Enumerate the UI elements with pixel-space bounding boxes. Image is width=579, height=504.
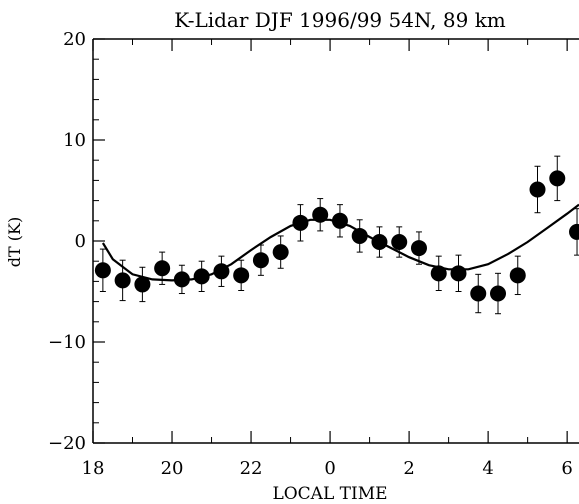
x-tick-label: 4	[482, 458, 493, 479]
y-tick-label: −10	[48, 332, 86, 353]
tick-labels-group: 18 20 22 0 2 4 6 −20 −10 0 10 20	[48, 29, 573, 479]
x-tick-label: 0	[324, 458, 335, 479]
data-point	[154, 260, 171, 277]
data-points-group	[94, 155, 579, 315]
data-point	[252, 252, 269, 269]
data-point	[292, 214, 309, 231]
y-tick-label: 10	[63, 130, 86, 151]
x-tick-label: 18	[82, 458, 105, 479]
data-point	[213, 263, 230, 280]
data-point	[272, 244, 289, 261]
data-point	[193, 268, 210, 285]
y-tick-label: 20	[63, 29, 86, 50]
data-point	[173, 271, 190, 288]
data-point	[312, 206, 329, 223]
data-point	[351, 227, 368, 244]
x-tick-label: 6	[561, 458, 572, 479]
x-tick-label: 2	[403, 458, 414, 479]
data-point	[331, 212, 348, 229]
data-point	[371, 234, 388, 251]
data-point	[569, 223, 579, 240]
data-point	[94, 262, 111, 279]
x-tick-label: 20	[161, 458, 184, 479]
y-tick-label: −20	[48, 433, 86, 454]
data-point	[509, 267, 526, 284]
data-point	[114, 272, 131, 289]
data-point	[134, 276, 151, 293]
data-point	[529, 181, 546, 198]
data-point	[490, 285, 506, 302]
x-axis-label: LOCAL TIME	[272, 484, 387, 504]
y-tick-label: 0	[75, 231, 86, 252]
data-point	[430, 265, 447, 282]
data-point	[450, 265, 467, 282]
y-axis-label: dT (K)	[5, 217, 24, 267]
data-point	[470, 285, 487, 302]
data-point	[391, 234, 408, 251]
axes	[92, 38, 579, 444]
data-point	[233, 267, 250, 284]
data-point	[410, 240, 427, 257]
x-tick-label: 22	[240, 458, 263, 479]
chart-title: K-Lidar DJF 1996/99 54N, 89 km	[174, 8, 506, 32]
data-point	[549, 170, 566, 187]
